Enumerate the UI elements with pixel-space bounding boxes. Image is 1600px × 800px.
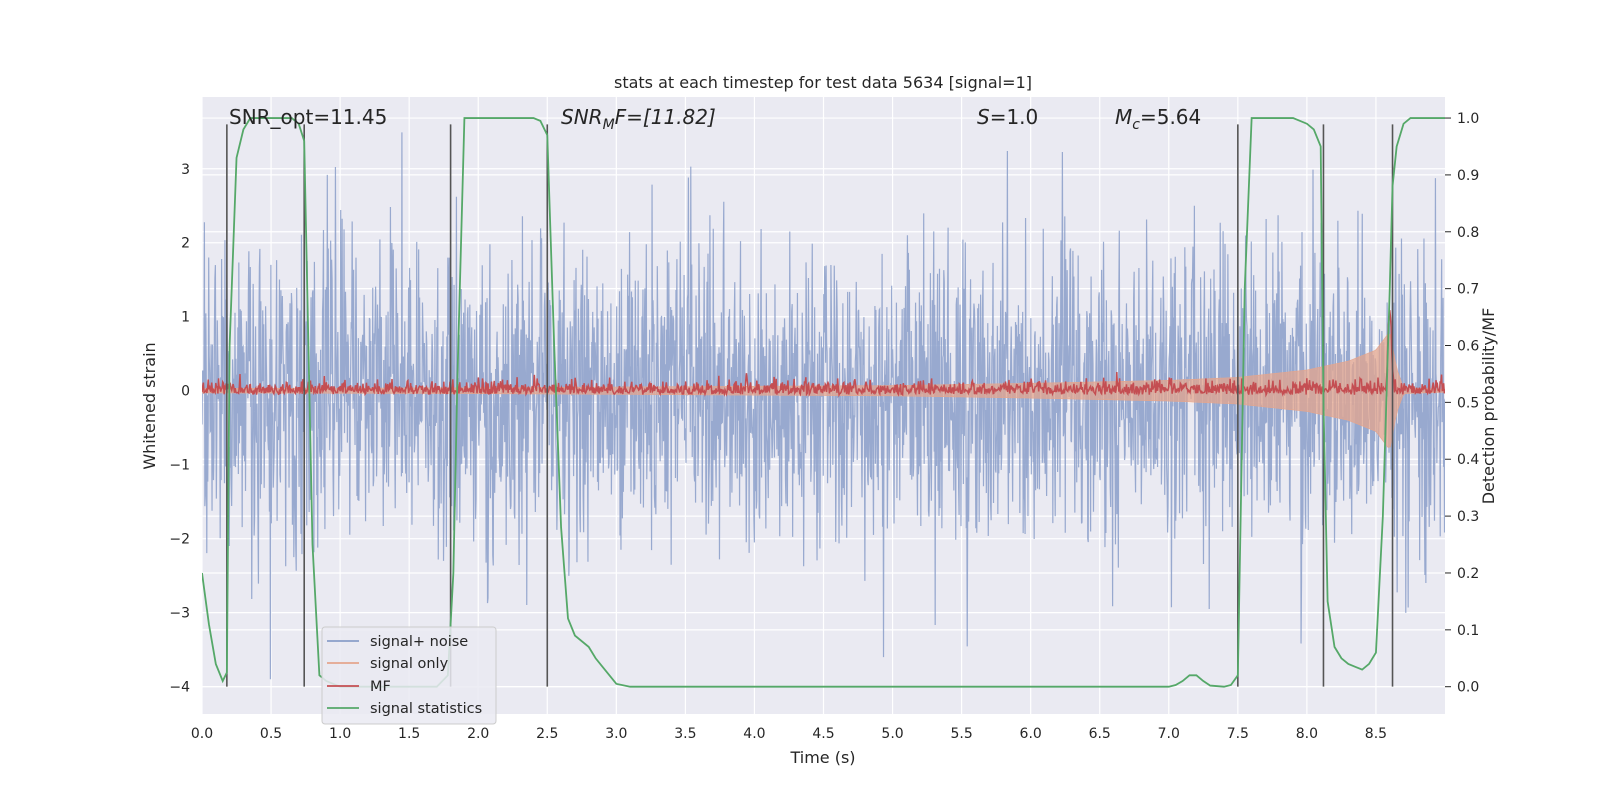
left-tick-label: −1: [169, 458, 190, 474]
x-tick-label: 1.0: [329, 726, 351, 742]
annotation-snr-mf: SNRMF=[11.82]: [561, 105, 716, 133]
x-axis-ticks: 0.0 0.5 1.0 1.5 2.0 2.5 3.0 3.5 4.0 4.5 5.0 5.5 6.0 6…: [191, 726, 1387, 742]
annotation-mc: Mc=5.64: [1115, 105, 1201, 133]
x-axis-title: Time (s): [789, 748, 855, 767]
x-tick-label: 7.5: [1227, 726, 1249, 742]
x-tick-label: 6.0: [1020, 726, 1042, 742]
right-tick-label: 0.5: [1457, 395, 1479, 411]
x-tick-label: 3.5: [674, 726, 696, 742]
annotation-s: S=1.0: [977, 105, 1038, 129]
left-tick-label: −2: [169, 532, 190, 548]
x-tick-label: 1.5: [398, 726, 420, 742]
right-axis-ticks: 0.0 0.1 0.2 0.3 0.4 0.5 0.6 0.7 0.8 0.9 1.0: [1445, 111, 1479, 696]
data-layer: [202, 117, 1445, 688]
x-tick-label: 4.0: [743, 726, 765, 742]
x-tick-label: 3.0: [605, 726, 627, 742]
left-tick-label: 0: [181, 384, 190, 400]
right-tick-label: 0.7: [1457, 282, 1479, 298]
legend-label-noise: signal+ noise: [370, 634, 468, 650]
chart-title: stats at each timestep for test data 563…: [614, 73, 1032, 92]
right-tick-label: 0.8: [1457, 225, 1479, 241]
x-tick-label: 2.5: [536, 726, 558, 742]
left-tick-label: −3: [169, 606, 190, 622]
vertical-markers: [226, 124, 1394, 687]
right-tick-label: 0.0: [1457, 680, 1479, 696]
legend: signal+ noise signal only MF signal stat…: [321, 626, 497, 725]
left-tick-label: 3: [181, 162, 190, 178]
left-tick-label: −4: [169, 680, 190, 696]
left-tick-label: 2: [181, 236, 190, 252]
left-axis-ticks: −4 −3 −2 −1 0 1 2 3: [169, 162, 190, 696]
legend-label-stats: signal statistics: [370, 701, 482, 717]
right-tick-label: 0.1: [1457, 623, 1479, 639]
annotation-snr-opt: SNR_opt=11.45: [229, 105, 387, 129]
right-tick-label: 0.6: [1457, 339, 1479, 355]
legend-label-signal: signal only: [370, 656, 449, 672]
x-tick-label: 6.5: [1089, 726, 1111, 742]
x-tick-label: 7.0: [1158, 726, 1180, 742]
x-tick-label: 0.5: [260, 726, 282, 742]
x-tick-label: 5.0: [881, 726, 903, 742]
right-tick-label: 0.2: [1457, 566, 1479, 582]
x-tick-label: 8.0: [1296, 726, 1318, 742]
left-axis-title: Whitened strain: [140, 342, 159, 469]
right-tick-label: 1.0: [1457, 111, 1479, 127]
legend-box: [321, 626, 497, 725]
x-tick-label: 4.5: [812, 726, 834, 742]
x-tick-label: 5.5: [950, 726, 972, 742]
right-tick-label: 0.3: [1457, 509, 1479, 525]
x-tick-label: 8.5: [1365, 726, 1387, 742]
series-signal-statistics: [202, 117, 1445, 688]
right-axis-title: Detection probability/MF: [1479, 308, 1498, 505]
x-tick-label: 2.0: [467, 726, 489, 742]
legend-label-mf: MF: [370, 679, 391, 695]
right-tick-label: 0.4: [1457, 452, 1479, 468]
left-tick-label: 1: [181, 310, 190, 326]
right-tick-label: 0.9: [1457, 168, 1479, 184]
x-tick-label: 0.0: [191, 726, 213, 742]
